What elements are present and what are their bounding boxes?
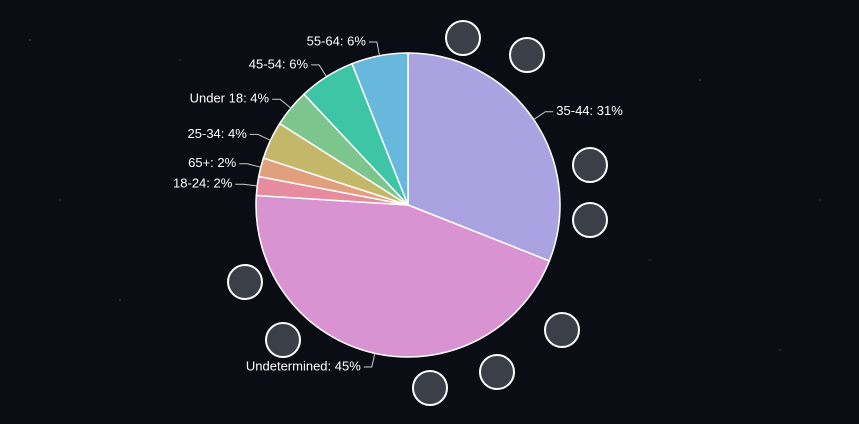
avatar — [509, 37, 545, 73]
leader-line — [239, 163, 261, 168]
leader-line — [249, 133, 271, 141]
leader-line — [235, 183, 258, 187]
leader-line — [363, 353, 376, 368]
avatar — [265, 322, 301, 358]
slice-label: 55-64: 6% — [307, 33, 367, 48]
leader-line — [311, 64, 327, 77]
slice-label: 45-54: 6% — [249, 56, 309, 71]
leader-line — [368, 41, 381, 56]
slice-label: 65+: 2% — [188, 155, 237, 170]
avatar — [412, 370, 448, 406]
slice-label: Under 18: 4% — [190, 91, 270, 106]
pie-slice — [351, 52, 409, 206]
leader-line — [533, 111, 554, 120]
avatar — [445, 20, 481, 56]
avatar — [479, 354, 515, 390]
avatar — [544, 312, 580, 348]
avatars — [227, 20, 608, 406]
avatar — [572, 202, 608, 238]
slice-label: 18-24: 2% — [173, 176, 233, 191]
pie-slice — [407, 52, 561, 262]
slice-label: 25-34: 4% — [188, 126, 248, 141]
avatar — [227, 264, 263, 300]
slice-label: 35-44: 31% — [556, 103, 623, 118]
pie-slice — [255, 194, 551, 358]
avatar — [572, 147, 608, 183]
leader-line — [272, 98, 292, 109]
slice-label: Undetermined: 45% — [246, 358, 361, 373]
